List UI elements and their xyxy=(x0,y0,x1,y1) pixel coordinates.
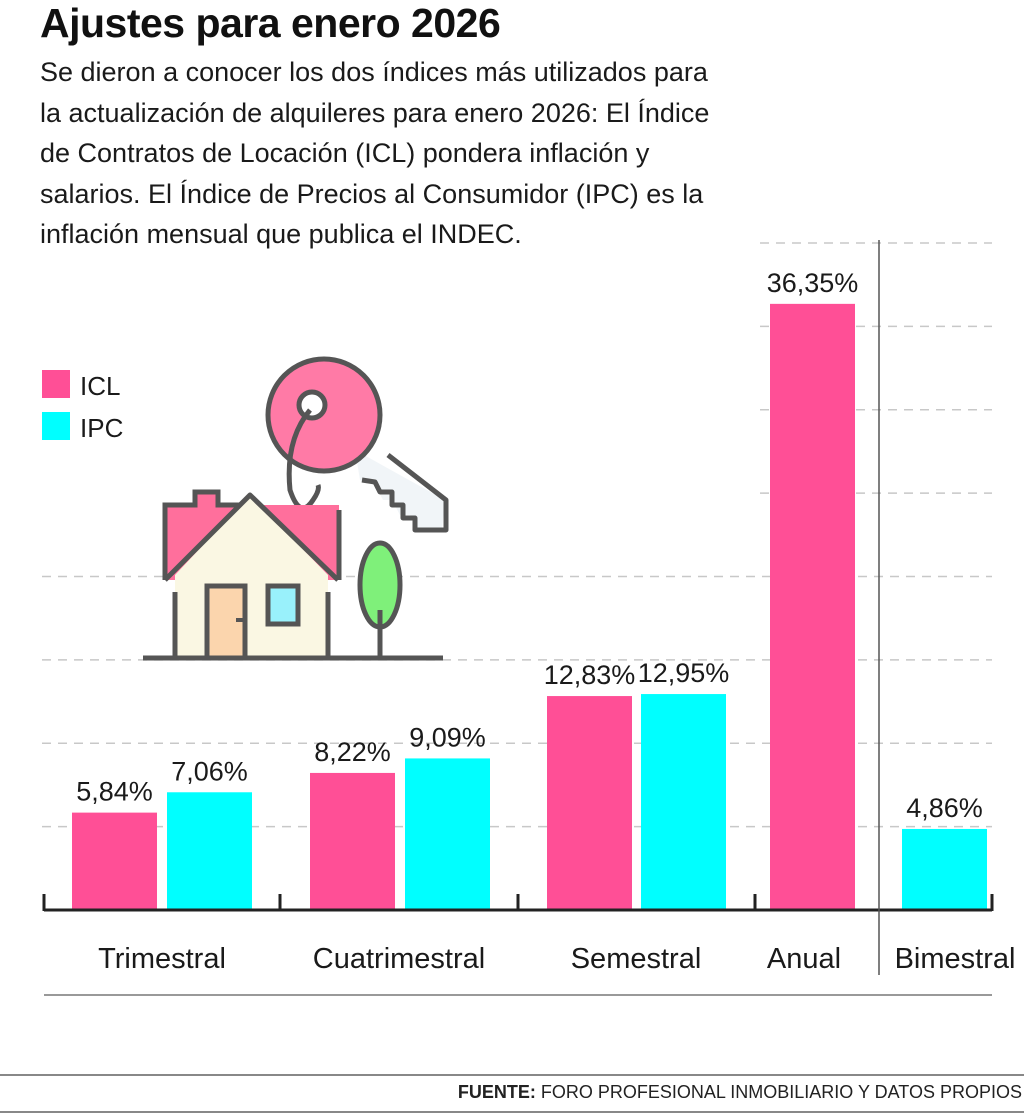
category-label: Trimestral xyxy=(98,943,226,975)
category-label: Cuatrimestral xyxy=(313,943,485,975)
chart-subtitle: Se dieron a conocer los dos índices más … xyxy=(40,57,710,249)
bar-ipc-cuatrimestral xyxy=(405,758,490,910)
legend: ICL IPC xyxy=(42,370,123,443)
bar-ipc-trimestral xyxy=(167,792,252,910)
data-label: 36,35% xyxy=(767,268,859,298)
bar-ipc-semestral xyxy=(641,694,726,910)
bar-icl-anual xyxy=(770,303,855,910)
category-label: Anual xyxy=(767,943,841,975)
data-label: 4,86% xyxy=(906,793,983,823)
bar-icl-cuatrimestral xyxy=(310,772,395,910)
legend-swatch-icl xyxy=(42,370,70,398)
bar-ipc-bimestral xyxy=(902,828,987,910)
source-text: FORO PROFESIONAL INMOBILIARIO Y DATOS PR… xyxy=(535,1082,1022,1102)
data-label: 12,95% xyxy=(638,658,730,688)
data-label: 12,83% xyxy=(544,660,636,690)
source-label: FUENTE: xyxy=(457,1082,536,1102)
source-note: FUENTE: FORO PROFESIONAL INMOBILIARIO Y … xyxy=(458,1082,1022,1103)
value-labels: 5,84% 8,22% 12,83% 36,35% 7,06% 9,09% 12,95% 4,… xyxy=(76,268,983,823)
chart-title: Ajustes para enero 2026 xyxy=(40,0,501,46)
bars xyxy=(72,303,987,910)
category-label: Semestral xyxy=(571,943,702,975)
legend-swatch-ipc xyxy=(42,412,70,440)
x-axis: Trimestral Cuatrimestral Semestral Anual Bim… xyxy=(0,240,1024,1113)
data-label: 5,84% xyxy=(76,777,153,807)
legend-label-ipc: IPC xyxy=(80,413,123,443)
data-label: 7,06% xyxy=(171,756,248,786)
category-label: Bimestral xyxy=(895,943,1016,975)
bar-icl-semestral xyxy=(547,696,632,910)
data-label: 9,09% xyxy=(409,722,486,752)
bar-icl-trimestral xyxy=(72,812,157,910)
data-label: 8,22% xyxy=(314,737,391,767)
legend-label-icl: ICL xyxy=(80,371,120,401)
house-with-key-icon xyxy=(143,356,449,661)
